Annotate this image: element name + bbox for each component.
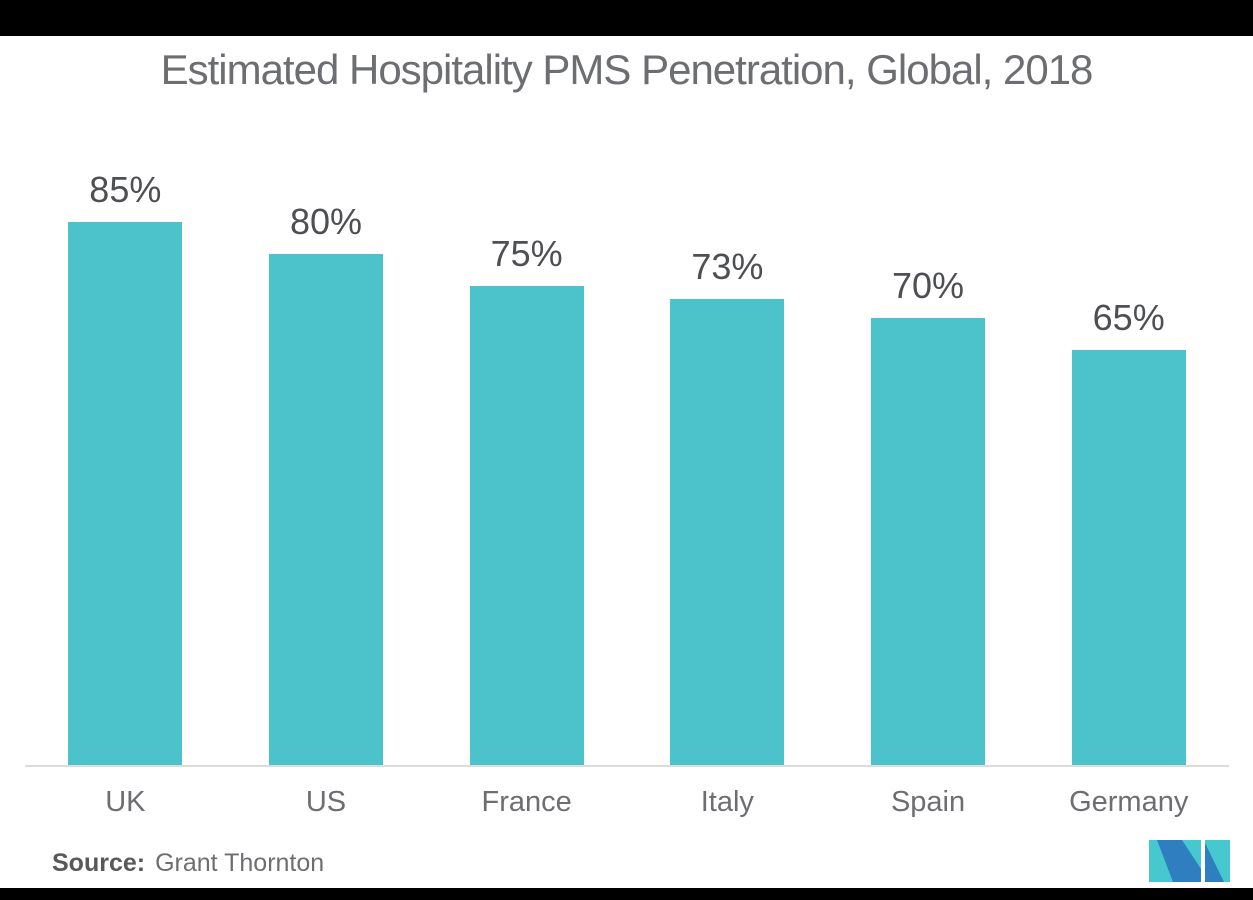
source-text: Grant Thornton xyxy=(155,849,325,877)
bar-value-label: 85% xyxy=(89,169,162,210)
x-axis-line xyxy=(25,765,1229,767)
bar-value-label: 70% xyxy=(891,265,965,306)
category-label-germany: Germany xyxy=(1069,786,1189,818)
chart-title: Estimated Hospitality PMS Penetration, G… xyxy=(160,46,1094,93)
bar-value-label: 65% xyxy=(1092,297,1165,338)
bar-uk xyxy=(68,222,183,765)
top-letterbox-bar xyxy=(0,0,1253,36)
bar-value-label: 80% xyxy=(289,201,363,242)
category-row: UK US France Italy Spain Germany xyxy=(25,786,1229,819)
bar-germany xyxy=(1071,350,1186,765)
bar-france xyxy=(469,286,584,765)
bar-column-italy: 73% xyxy=(627,126,828,765)
bar-italy xyxy=(670,299,785,765)
category-label-spain: Spain xyxy=(890,786,966,818)
bar-spain xyxy=(871,318,986,765)
category-label-italy: Italy xyxy=(700,786,754,818)
bar-column-germany: 65% xyxy=(1028,126,1229,765)
source-label: Source: xyxy=(52,849,146,877)
bar-column-uk: 85% xyxy=(25,126,226,765)
bar-value-label: 73% xyxy=(691,246,764,287)
mordor-intelligence-logo-icon xyxy=(1149,840,1230,882)
bottom-letterbox-bar xyxy=(0,888,1253,900)
bar-column-france: 75% xyxy=(426,126,627,765)
plot-area: 85% 80% 75% 73% 70% 65% xyxy=(25,126,1229,765)
category-label-us: US xyxy=(305,786,347,818)
bar-column-spain: 70% xyxy=(828,126,1029,765)
bar-us xyxy=(269,254,383,765)
source-line: Source: Grant Thornton xyxy=(52,849,324,878)
category-label-uk: UK xyxy=(105,786,146,818)
category-label-france: France xyxy=(481,786,572,818)
bar-value-label: 75% xyxy=(490,233,563,274)
bar-column-us: 80% xyxy=(226,126,427,765)
